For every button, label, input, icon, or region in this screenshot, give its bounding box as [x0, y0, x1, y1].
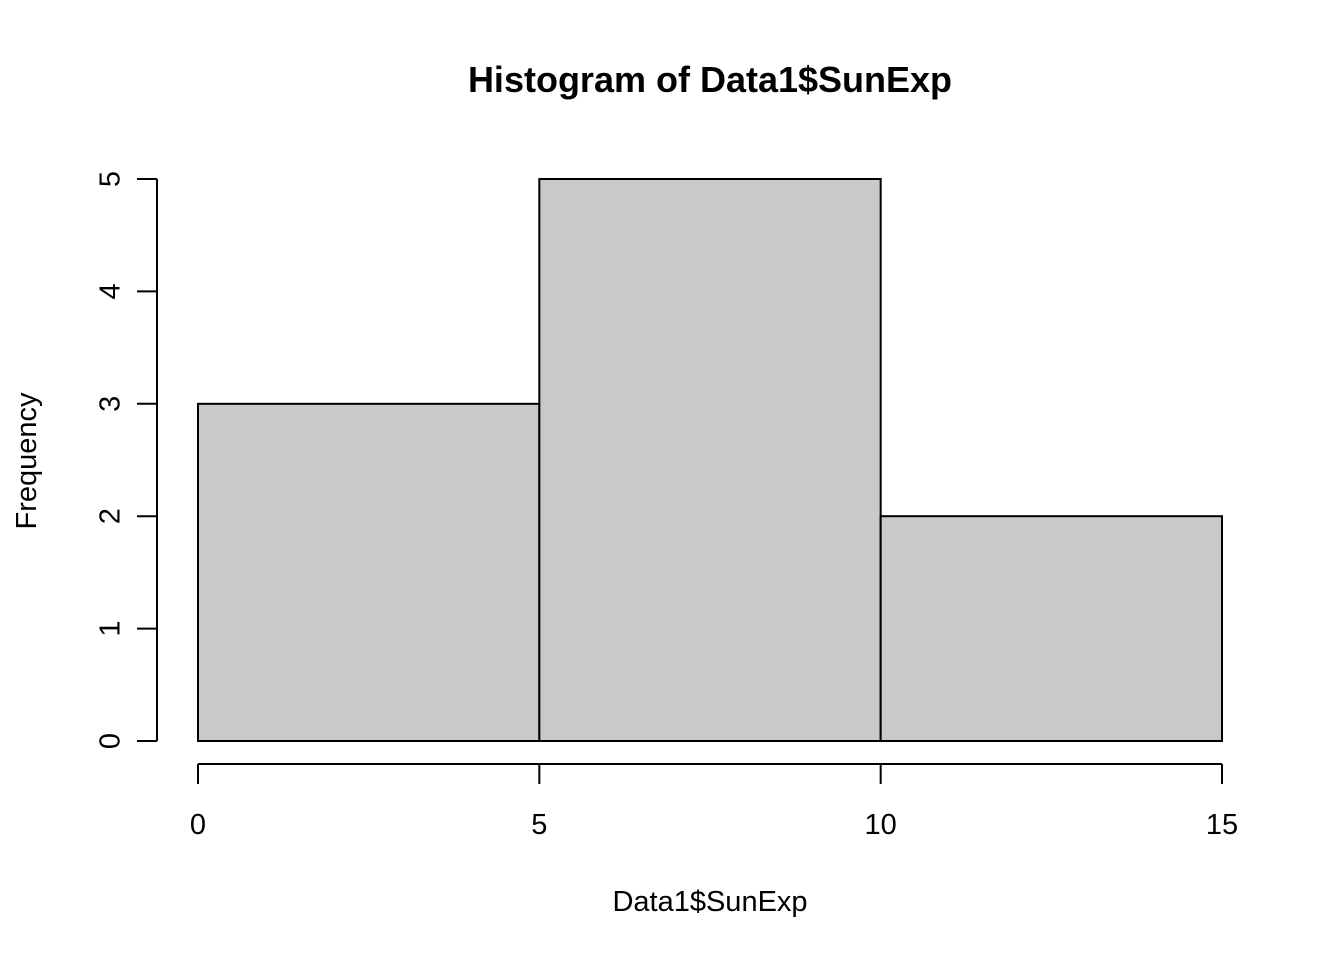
histogram-bar-1 [538, 178, 882, 742]
x-tick-label-0: 0 [190, 809, 206, 841]
x-axis-label: Data1$SunExp [612, 886, 807, 918]
bars-group [197, 178, 1224, 743]
y-tick-label-0: 0 [94, 733, 126, 749]
x-axis: 0 5 10 15 [190, 763, 1238, 841]
histogram-bar-2 [879, 515, 1224, 743]
y-tick-label-4: 4 [94, 283, 126, 299]
x-tick-label-3: 15 [1206, 809, 1238, 841]
y-tick-label-3: 3 [94, 396, 126, 412]
chart-title: Histogram of Data1$SunExp [468, 59, 952, 100]
histogram-bar-0 [197, 402, 541, 742]
y-tick-label-2: 2 [94, 508, 126, 524]
y-axis: 0 1 2 3 4 5 [94, 171, 158, 749]
x-tick-label-1: 5 [531, 809, 547, 841]
y-axis-label: Frequency [11, 392, 43, 530]
y-tick-label-5: 5 [94, 171, 126, 187]
x-tick-label-2: 10 [865, 809, 897, 841]
y-tick-label-1: 1 [94, 621, 126, 637]
